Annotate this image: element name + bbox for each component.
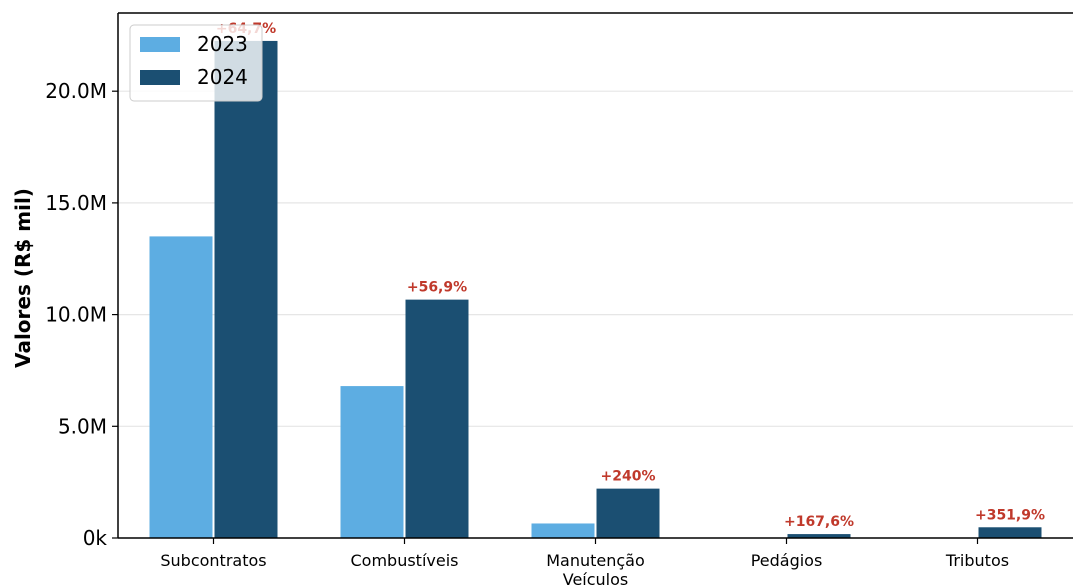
legend-swatch-2023: [140, 37, 180, 52]
data-labels: +64,7%+56,9%+240%+167,6%+351,9%: [216, 21, 1045, 530]
x-tick-label: Subcontratos: [160, 551, 266, 570]
data-label: +56,9%: [407, 280, 467, 296]
y-tick-label: 5.0M: [58, 414, 107, 438]
bar-2023: [149, 236, 213, 539]
data-label: +351,9%: [975, 507, 1045, 523]
x-tick-label: Manutenção Veículos: [546, 551, 645, 588]
bar-2024: [405, 299, 469, 538]
legend-swatch-2024: [140, 70, 180, 85]
bar-2023: [340, 386, 404, 538]
y-tick-label: 10.0M: [45, 303, 107, 327]
x-tick-label: Tributos: [945, 551, 1009, 570]
y-ticks: 0k 5.0M 10.0M 15.0M 20.0M: [45, 79, 118, 550]
data-label: +240%: [601, 469, 656, 485]
data-label: +167,6%: [784, 514, 854, 530]
y-axis-label: Valores (R$ mil): [11, 188, 35, 368]
legend: 2023 2024: [129, 24, 263, 102]
bar-2023: [531, 523, 595, 538]
bar-2024: [978, 527, 1042, 538]
bar-2024: [787, 534, 851, 538]
y-tick-label: 0k: [83, 526, 108, 550]
bar-2024: [596, 488, 660, 538]
x-tick-label: Combustíveis: [351, 551, 459, 570]
legend-label-2023: 2023: [197, 32, 248, 56]
bars: [149, 40, 1042, 539]
x-tick-label: Pedágios: [751, 551, 823, 570]
x-ticks: Subcontratos Combustíveis Manutenção Veícul…: [160, 538, 1009, 588]
y-tick-label: 20.0M: [45, 79, 107, 103]
bar-2024: [214, 40, 278, 538]
y-tick-label: 15.0M: [45, 191, 107, 215]
legend-label-2024: 2024: [197, 65, 248, 89]
